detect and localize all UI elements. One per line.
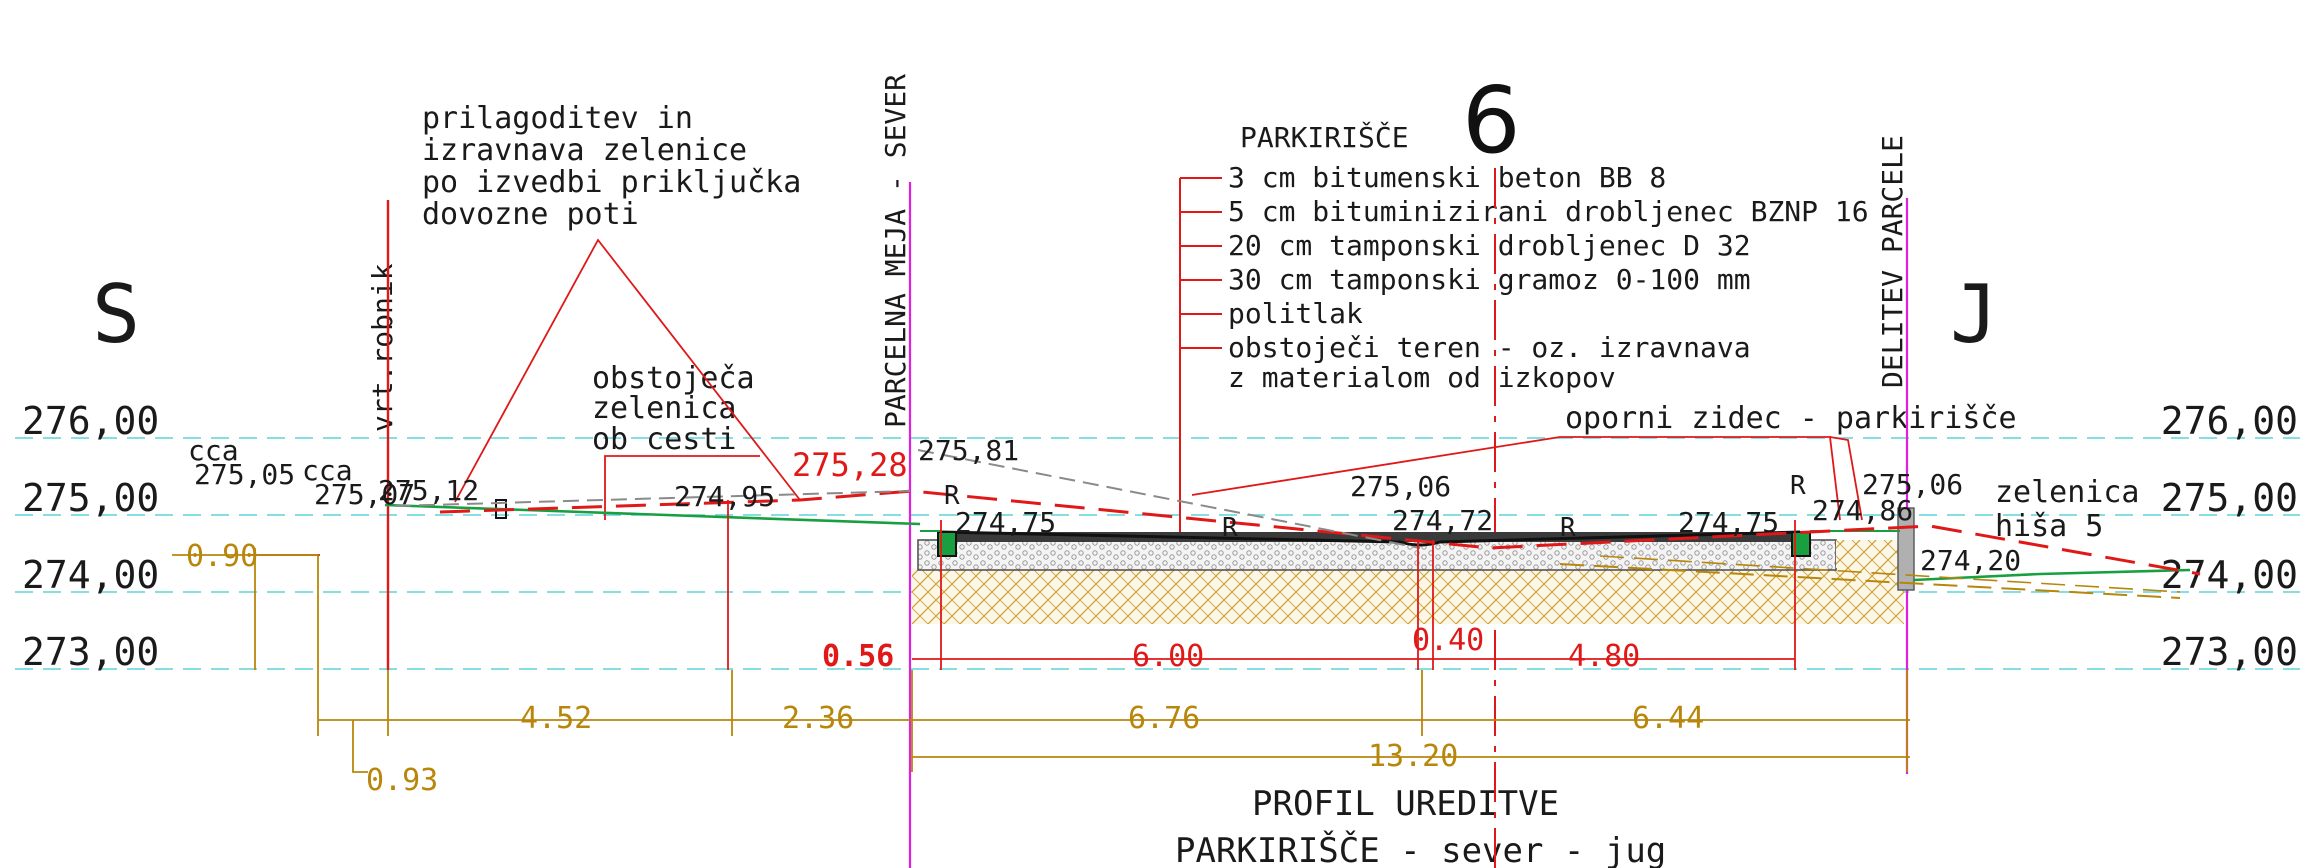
adjust-green-line3: po izvedbi priključka [422,165,801,200]
terrain-lines [384,449,2201,599]
dim-056: 0.56 [822,639,894,674]
dim-644: 6.44 [1632,701,1704,736]
reference-line-gray2 [917,449,1421,549]
height-27420: 274,20 [1920,544,2021,577]
height-27495: 274,95 [674,480,775,513]
layer-7: z materialom od izkopov [1228,361,1616,394]
height-27528: 275,28 [792,446,908,484]
layer-1: 3 cm bitumenski beton BB 8 [1228,161,1666,194]
elevation-273: 273,00 [22,630,159,674]
layer-legend [1180,177,1222,349]
height-27507: 275,07 [314,478,415,511]
retaining-wall-label: oporni zidec - parkirišče [1565,401,2017,436]
height-27506-a: 275,06 [1350,470,1451,503]
dim-676: 6.76 [1128,701,1200,736]
elevation-274-right: 274,00 [2161,553,2298,597]
boundary-north-label: PARCELNA MEJA - SEVER [879,74,912,428]
layer-6: obstoječi teren - oz. izravnava [1228,331,1751,364]
layer-5: politlak [1228,297,1363,330]
curb-label: vrt.robnik [366,263,399,432]
height-27506-b: 275,06 [1862,468,1963,501]
height-27505: 275,05 [194,458,295,491]
dim-1320: 13.20 [1368,739,1458,774]
height-27512: 275,12 [378,474,479,507]
r-marker-4: R [1790,471,1806,501]
dim-480: 4.80 [1568,639,1640,674]
olive-slope-2 [1599,555,2181,593]
elevation-labels-right: 276,00 275,00 274,00 273,00 [2161,399,2298,674]
elevation-276: 276,00 [22,399,159,443]
r-marker-1: R [944,481,960,511]
layer-4: 30 cm tamponski gramoz 0-100 mm [1228,263,1751,296]
soil-base [912,568,1904,624]
existing-green-line2: zelenica [592,391,737,426]
gravel-layer [917,539,1837,571]
green-house-line2: hiša 5 [1995,509,2103,544]
dim-452: 4.52 [520,701,592,736]
curb-markers: R R R R [944,471,1806,543]
r-marker-3: R [1560,513,1576,543]
elevation-labels-left: 276,00 275,00 274,00 273,00 [22,399,159,674]
section-number: 6 [1462,67,1521,174]
height-27475-a: 274,75 [955,506,1056,539]
olive-slope-1 [1559,563,2181,599]
layer-2: 5 cm bituminizirani drobljenec BZNP 16 [1228,195,1869,228]
boundary-split-label: DELITEV PARCELE [1876,135,1909,388]
direction-north-icon: J [1950,268,1998,361]
adjust-green-line2: izravnava zelenice [422,133,747,168]
design-line-red [439,489,2201,576]
adjust-green-line4: dovozne poti [422,197,639,232]
soil-right [1836,540,1906,568]
reference-line-gray [394,490,911,507]
asphalt-surface [939,530,1801,547]
direction-south-icon: S [92,268,140,361]
green-house-line1: zelenica [1995,475,2140,510]
height-27486: 274,86 [1812,494,1913,527]
dim-040: 0.40 [1412,623,1484,658]
elevation-274: 274,00 [22,553,159,597]
dimension-lines-olive [172,548,1910,773]
profile-title: PROFIL UREDITVE [1252,784,1559,824]
existing-green-line3: ob cesti [592,422,737,457]
dim-090: 0.90 [186,539,258,574]
dim-600: 6.00 [1132,639,1204,674]
layer-3: 20 cm tamponski drobljenec D 32 [1228,229,1751,262]
dim-236: 2.36 [782,701,854,736]
profile-subtitle: PARKIRIŠČE - sever - jug [1175,830,1666,868]
existing-terrain-green [384,503,921,526]
curb-stone-left [937,531,957,557]
existing-green-line1: obstoječa [592,361,755,396]
height-27475-b: 274,75 [1678,506,1779,539]
elevation-273-right: 273,00 [2161,630,2298,674]
height-cca-1: cca [188,434,239,467]
leader-lines [454,238,1863,521]
r-marker-2: R [1222,513,1238,543]
elevation-grid [15,437,2300,670]
dim-093: 0.93 [366,763,438,798]
parking-heading: PARKIRIŠČE [1240,120,1409,154]
elevation-275-right: 275,00 [2161,476,2298,520]
height-27472: 274,72 [1392,504,1493,537]
height-27581: 275,81 [918,434,1019,467]
height-cca-2: cca [302,454,353,487]
elevation-275: 275,00 [22,476,159,520]
elevation-276-right: 276,00 [2161,399,2298,443]
adjust-green-line1: prilagoditev in [422,101,693,136]
